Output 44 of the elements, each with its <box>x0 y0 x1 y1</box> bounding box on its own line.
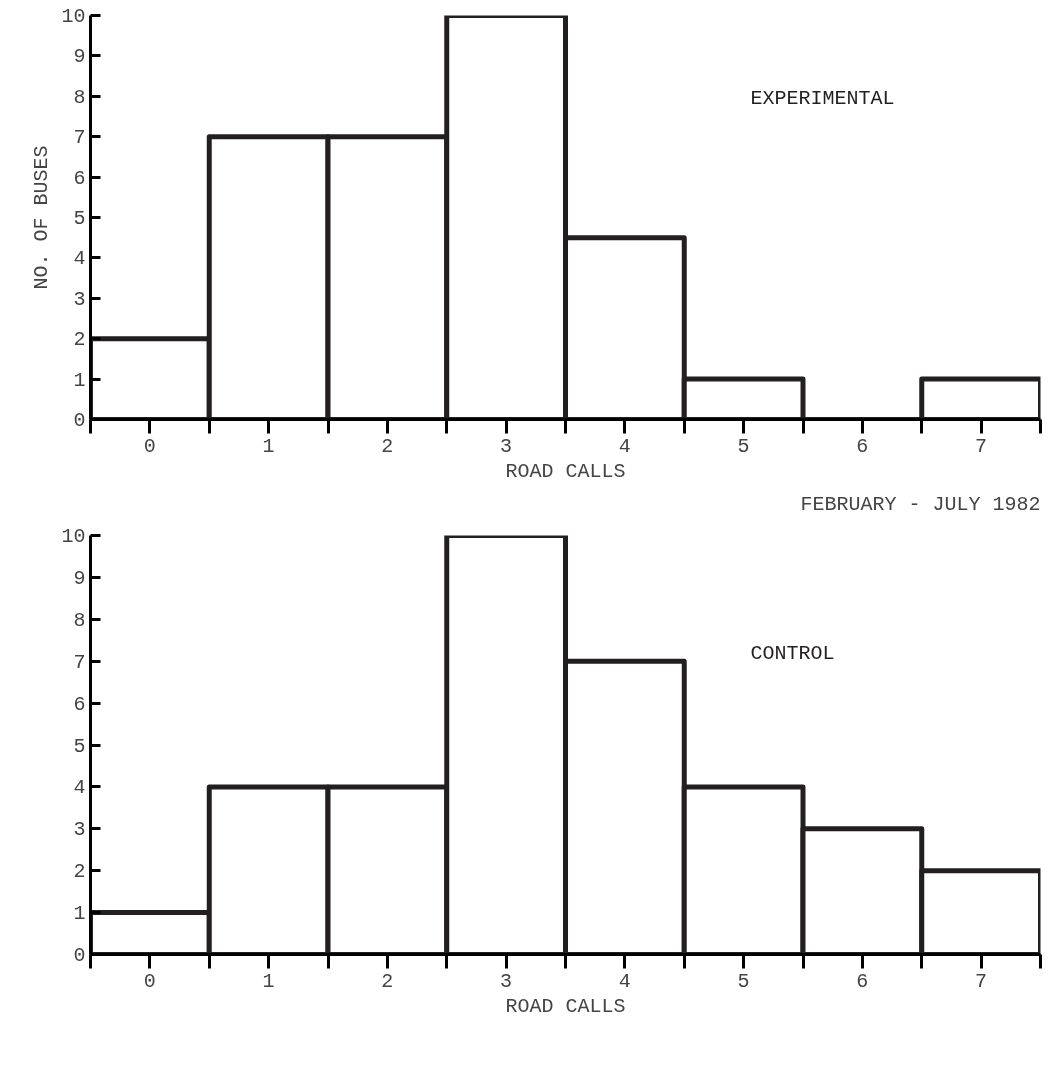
y-tick-label: 1 <box>73 368 86 392</box>
x-tick-label: 7 <box>975 969 988 993</box>
y-tick-label: 8 <box>73 608 86 632</box>
x-tick-label: 4 <box>618 969 631 993</box>
y-tick-label: 4 <box>73 247 86 271</box>
text: EXPERIMENTAL <box>750 86 895 110</box>
x-tick-label: 4 <box>618 434 631 458</box>
y-tick-label: 3 <box>73 287 86 311</box>
y-tick-label: 1 <box>73 902 86 926</box>
x-tick-label: 2 <box>381 434 394 458</box>
y-tick-label: 5 <box>73 734 86 758</box>
x-tick-label: 0 <box>143 434 156 458</box>
x-tick-label: 7 <box>975 434 988 458</box>
x-axis-title: ROAD CALLS <box>505 994 626 1018</box>
y-tick-label: 10 <box>61 5 86 28</box>
y-tick-label: 9 <box>73 566 86 590</box>
y-axis-title: NO. OF BUSES <box>30 145 54 290</box>
x-tick-label: 6 <box>856 434 869 458</box>
x-tick-label: 1 <box>262 969 275 993</box>
y-tick-label: 7 <box>73 126 86 150</box>
y-tick-label: 2 <box>73 860 86 884</box>
text: CONTROL <box>750 641 835 665</box>
y-tick-label: 3 <box>73 818 86 842</box>
x-tick-label: 6 <box>856 969 869 993</box>
x-axis-title: ROAD CALLS <box>505 459 626 483</box>
y-tick-label: 7 <box>73 650 86 674</box>
x-tick-label: 0 <box>143 969 156 993</box>
x-tick-label: 3 <box>500 969 513 993</box>
text: FEBRUARY - JULY 1982 <box>800 492 1041 516</box>
y-tick-label: 5 <box>73 207 86 230</box>
y-tick-label: 0 <box>73 944 86 967</box>
y-tick-label: 4 <box>73 776 86 800</box>
y-tick-label: 2 <box>73 328 86 352</box>
x-tick-label: 5 <box>737 434 750 458</box>
y-tick-label: 6 <box>73 692 86 716</box>
y-tick-label: 8 <box>73 85 86 109</box>
x-tick-label: 2 <box>381 969 394 993</box>
y-tick-label: 10 <box>61 525 86 548</box>
x-tick-label: 3 <box>500 434 513 458</box>
x-tick-label: 5 <box>737 969 750 993</box>
y-tick-label: 0 <box>73 409 86 432</box>
y-tick-label: 9 <box>73 45 86 69</box>
y-tick-label: 6 <box>73 166 86 190</box>
x-tick-label: 1 <box>262 434 275 458</box>
